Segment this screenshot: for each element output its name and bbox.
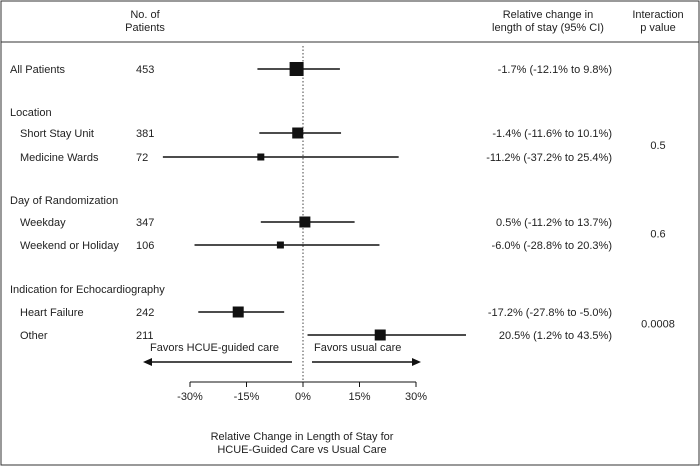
group-label: Location: [10, 107, 52, 119]
x-axis-title-line1: Relative Change in Length of Stay for: [211, 431, 394, 443]
ci-text: -1.4% (-11.6% to 10.1%): [492, 128, 612, 140]
x-tick-label: 15%: [348, 391, 370, 403]
point-estimate-box: [289, 62, 304, 76]
interaction-header-line1: Interaction: [632, 9, 683, 21]
interaction-header-line2: p value: [640, 22, 675, 34]
relative-change-header-line2: length of stay (95% CI): [492, 22, 604, 34]
patient-count: 211: [136, 330, 154, 342]
patients-header-line2: Patients: [125, 22, 165, 34]
ci-text: 20.5% (1.2% to 43.5%): [499, 330, 612, 342]
relative-change-header-line1: Relative change in: [503, 9, 594, 21]
point-estimate-box: [299, 216, 311, 228]
rows-layer: All Patients 453 -1.7% (-12.1% to 9.8%) Loc…: [10, 46, 675, 403]
ci-text: -17.2% (-27.8% to -5.0%): [488, 307, 612, 319]
x-tick-label: 30%: [405, 391, 427, 403]
row-label: Heart Failure: [20, 307, 84, 319]
interaction-p-value: 0.5: [650, 140, 665, 152]
x-tick-label: -15%: [234, 391, 260, 403]
row-label: Other: [20, 330, 48, 342]
row-label: All Patients: [10, 64, 66, 76]
ci-text: -11.2% (-37.2% to 25.4%): [486, 152, 612, 164]
ci-text: -6.0% (-28.8% to 20.3%): [492, 240, 612, 252]
ci-text: 0.5% (-11.2% to 13.7%): [496, 217, 612, 229]
favors-left-arrowhead: [143, 358, 152, 366]
point-estimate-box: [257, 153, 265, 161]
group-label: Day of Randomization: [10, 195, 118, 207]
point-estimate-box: [276, 241, 284, 249]
point-estimate-box: [232, 306, 244, 318]
patient-count: 106: [136, 240, 154, 252]
ci-text: -1.7% (-12.1% to 9.8%): [498, 64, 612, 76]
patient-count: 242: [136, 307, 154, 319]
x-tick-label: 0%: [295, 391, 311, 403]
interaction-p-value: 0.6: [650, 229, 665, 241]
patient-count: 347: [136, 217, 154, 229]
row-label: Weekend or Holiday: [20, 240, 119, 252]
patient-count: 453: [136, 64, 154, 76]
interaction-p-value: 0.0008: [641, 319, 675, 331]
point-estimate-box: [292, 127, 304, 139]
point-estimate-box: [374, 329, 386, 341]
row-label: Short Stay Unit: [20, 128, 94, 140]
favors-right-arrowhead: [412, 358, 421, 366]
group-label: Indication for Echocardiography: [10, 284, 165, 296]
row-label: Weekday: [20, 217, 66, 229]
row-label: Medicine Wards: [20, 152, 99, 164]
patients-header-line1: No. of: [130, 9, 160, 21]
x-tick-label: -30%: [177, 391, 203, 403]
patient-count: 381: [136, 128, 154, 140]
favors-left-label: Favors HCUE-guided care: [150, 342, 279, 354]
patient-count: 72: [136, 152, 148, 164]
x-axis-title-line2: HCUE-Guided Care vs Usual Care: [217, 444, 386, 456]
favors-right-label: Favors usual care: [314, 342, 401, 354]
